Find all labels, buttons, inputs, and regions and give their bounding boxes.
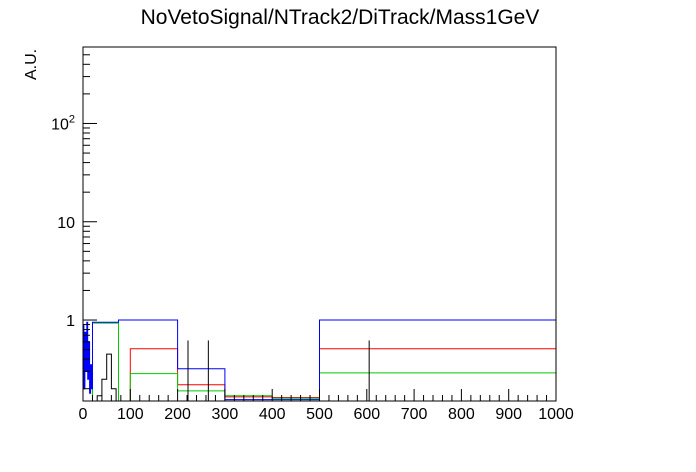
- series-line-3: [96, 353, 117, 401]
- x-tick-label: 1000: [538, 406, 574, 423]
- x-tick-label: 500: [306, 406, 333, 423]
- series-line-1: [92, 322, 557, 401]
- x-tick-label: 600: [353, 406, 380, 423]
- y-tick-label: 1: [66, 313, 75, 330]
- x-tick-label: 300: [212, 406, 239, 423]
- x-tick-label: 700: [401, 406, 428, 423]
- series-layer: [82, 319, 557, 401]
- axis-layer: 0 100 200 300 400 500 600 700 800 900 1000 1 10 102: [51, 46, 574, 423]
- series-line-0: [129, 348, 557, 401]
- x-tick-label: 800: [448, 406, 475, 423]
- y-tick-label: 102: [51, 113, 75, 133]
- series-line-2: [82, 319, 557, 401]
- x-tick-label: 100: [117, 406, 144, 423]
- x-tick-label: 900: [495, 406, 522, 423]
- x-tick-label: 0: [79, 406, 88, 423]
- y-axis-label: A.U.: [23, 49, 40, 80]
- x-tick-label: 200: [164, 406, 191, 423]
- y-tick-label: 10: [57, 215, 75, 232]
- x-tick-label: 400: [259, 406, 286, 423]
- chart-title: NoVetoSignal/NTrack2/DiTrack/Mass1GeV: [141, 6, 540, 29]
